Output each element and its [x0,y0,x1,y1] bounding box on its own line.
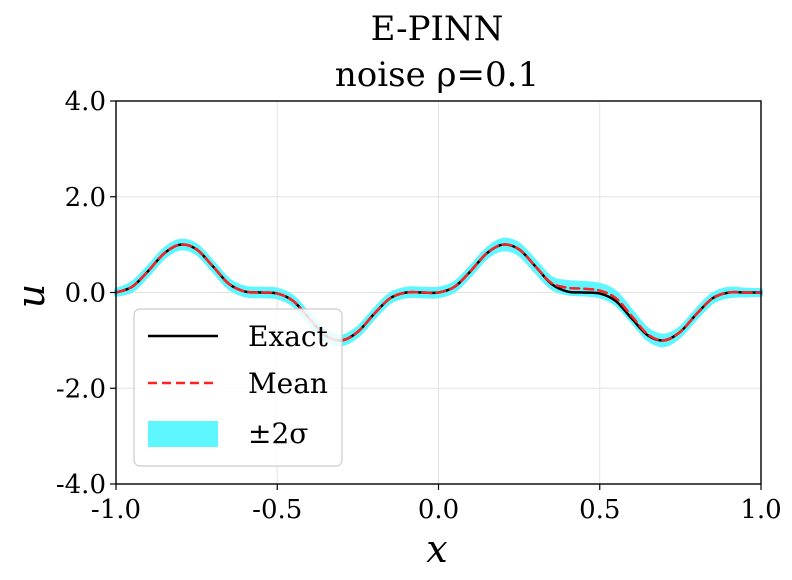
x-tick-label: 0.5 [579,495,620,525]
y-tick-label: -2.0 [56,374,106,404]
x-axis-label: x [426,527,447,571]
y-tick-label: 0.0 [65,279,106,309]
x-tick-label: -0.5 [252,495,302,525]
legend: Exact Mean ±2σ [133,308,343,467]
chart-subtitle: noise ρ=0.1 [335,55,539,95]
y-tick-label: 4.0 [65,87,106,117]
y-axis-label: u [9,284,53,308]
tick-layer: -1.0 -0.5 0.0 0.5 1.0 -4.0 -2.0 0.0 2.0 4.0 [56,87,782,525]
y-tick-label: 2.0 [65,183,106,213]
series-layer [114,243,763,342]
legend-label-mean: Mean [248,367,328,400]
x-tick-label: 0.0 [418,495,459,525]
series-line-mean [114,243,763,342]
legend-label-band: ±2σ [248,417,308,450]
legend-label-exact: Exact [248,320,329,353]
x-tick-label: -1.0 [91,495,141,525]
x-tick-label: 1.0 [740,495,781,525]
chart-title: E-PINN [371,9,504,49]
legend-swatch-band [148,421,218,447]
y-tick-label: -4.0 [56,470,106,500]
